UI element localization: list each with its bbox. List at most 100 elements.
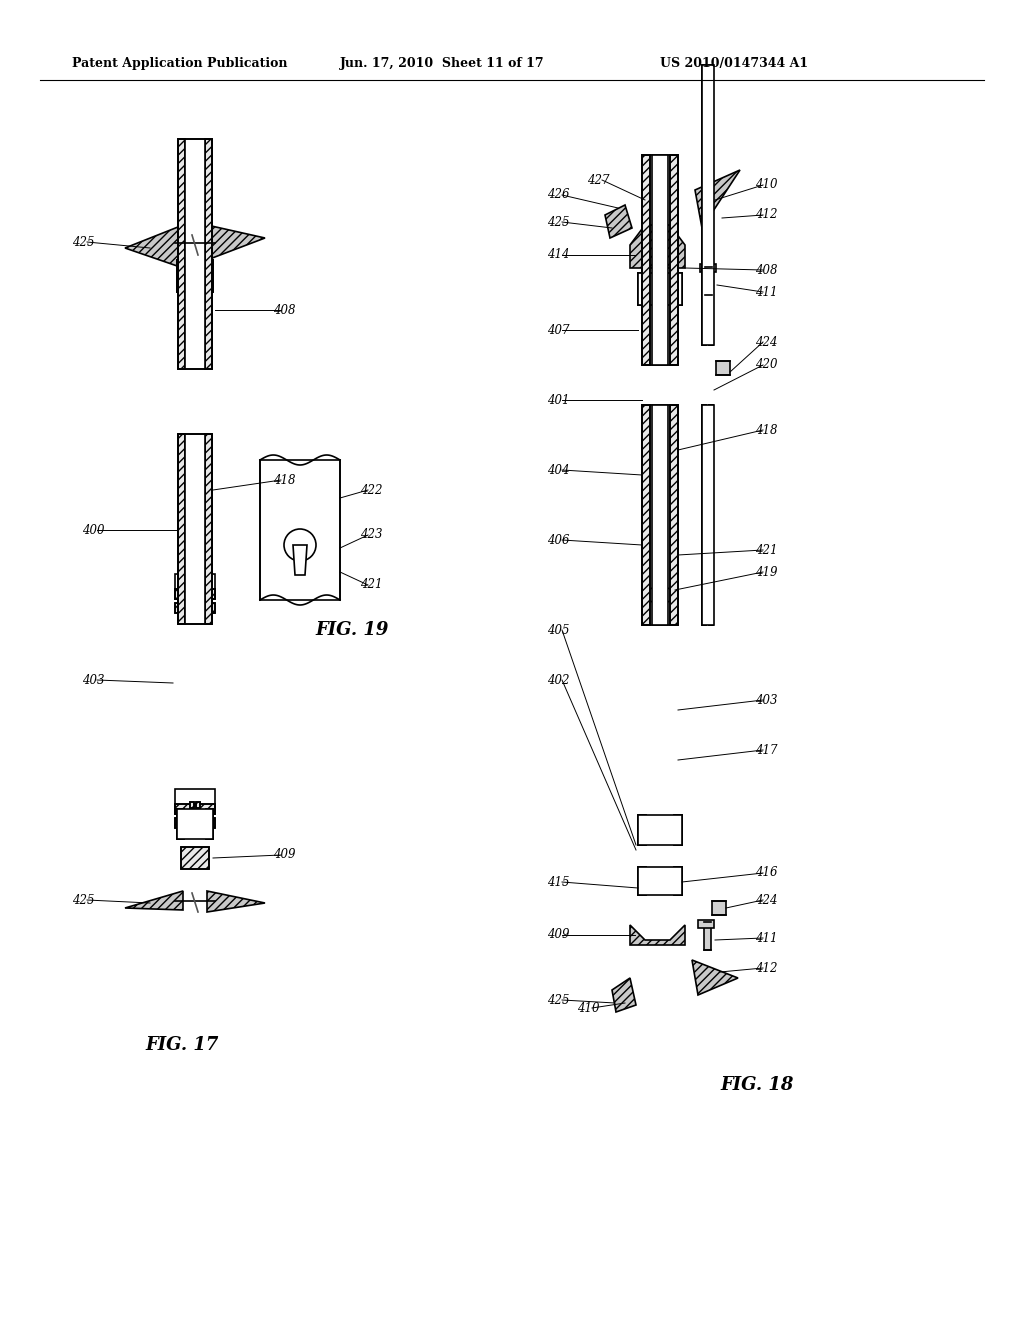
- Text: 407: 407: [548, 323, 570, 337]
- Bar: [260, 459, 340, 601]
- Text: 421: 421: [755, 544, 777, 557]
- Text: 410: 410: [755, 178, 777, 191]
- Polygon shape: [207, 891, 265, 912]
- Bar: [178, 139, 185, 370]
- Bar: [702, 405, 706, 624]
- Bar: [709, 405, 713, 624]
- Bar: [205, 434, 212, 624]
- Polygon shape: [125, 891, 183, 909]
- Polygon shape: [293, 545, 307, 576]
- Bar: [674, 273, 682, 305]
- Bar: [638, 867, 646, 895]
- Bar: [638, 814, 682, 845]
- Bar: [709, 405, 713, 624]
- Text: 409: 409: [273, 849, 296, 862]
- Text: 424: 424: [755, 335, 777, 348]
- Text: 424: 424: [755, 894, 777, 907]
- Text: 427: 427: [588, 173, 610, 186]
- Bar: [177, 260, 213, 292]
- Polygon shape: [612, 978, 636, 1012]
- Bar: [638, 273, 646, 305]
- Bar: [702, 405, 714, 624]
- Bar: [638, 273, 646, 305]
- Text: 425: 425: [548, 994, 570, 1006]
- Circle shape: [284, 529, 316, 561]
- Bar: [638, 273, 682, 305]
- Text: 409: 409: [548, 928, 570, 941]
- Bar: [175, 818, 215, 828]
- Bar: [642, 405, 678, 624]
- Bar: [642, 154, 650, 366]
- Bar: [175, 589, 215, 599]
- Text: 414: 414: [548, 248, 570, 261]
- Text: 408: 408: [755, 264, 777, 276]
- Text: 421: 421: [360, 578, 383, 591]
- Text: 403: 403: [755, 693, 777, 706]
- Text: 402: 402: [548, 673, 570, 686]
- Text: Patent Application Publication: Patent Application Publication: [72, 57, 288, 70]
- Bar: [638, 814, 646, 845]
- Bar: [181, 249, 209, 272]
- Text: 420: 420: [755, 359, 777, 371]
- Bar: [652, 154, 668, 366]
- Bar: [178, 139, 185, 370]
- Bar: [674, 273, 682, 305]
- Bar: [175, 818, 215, 828]
- Bar: [190, 279, 194, 323]
- Bar: [702, 65, 706, 345]
- Bar: [642, 154, 650, 366]
- Bar: [642, 405, 650, 624]
- Bar: [190, 803, 194, 808]
- Bar: [674, 867, 682, 895]
- Polygon shape: [125, 224, 183, 268]
- Bar: [670, 405, 678, 624]
- Bar: [652, 405, 668, 624]
- Bar: [190, 279, 194, 323]
- Bar: [177, 260, 184, 292]
- Text: 412: 412: [755, 209, 777, 222]
- Bar: [638, 867, 646, 895]
- Bar: [638, 814, 646, 845]
- Text: 401: 401: [548, 393, 570, 407]
- Text: FIG. 19: FIG. 19: [315, 620, 388, 639]
- Text: 408: 408: [273, 304, 296, 317]
- Bar: [698, 920, 714, 928]
- Bar: [175, 804, 215, 814]
- Bar: [181, 249, 209, 272]
- Bar: [175, 589, 215, 599]
- Bar: [206, 260, 213, 292]
- Bar: [177, 809, 184, 840]
- Bar: [177, 809, 184, 840]
- Bar: [175, 804, 215, 814]
- Text: 411: 411: [755, 285, 777, 298]
- Bar: [702, 405, 706, 624]
- Polygon shape: [692, 960, 738, 995]
- Text: 410: 410: [578, 1002, 600, 1015]
- Bar: [196, 279, 200, 323]
- Text: 418: 418: [755, 424, 777, 437]
- Bar: [175, 789, 215, 814]
- Polygon shape: [605, 205, 632, 238]
- Bar: [175, 603, 215, 612]
- Bar: [716, 360, 730, 375]
- Bar: [670, 405, 678, 624]
- Bar: [205, 434, 212, 624]
- Bar: [709, 65, 713, 345]
- Bar: [674, 814, 682, 845]
- Bar: [196, 803, 200, 808]
- Text: 425: 425: [73, 894, 95, 907]
- Bar: [181, 847, 209, 869]
- Bar: [712, 902, 726, 915]
- Bar: [670, 154, 678, 366]
- Polygon shape: [695, 170, 740, 228]
- Bar: [181, 847, 209, 869]
- Text: FIG. 17: FIG. 17: [145, 1036, 218, 1053]
- Bar: [177, 809, 213, 840]
- Bar: [700, 264, 716, 272]
- Bar: [206, 809, 213, 840]
- Bar: [206, 809, 213, 840]
- Text: 400: 400: [83, 524, 105, 536]
- Text: 415: 415: [548, 875, 570, 888]
- Bar: [709, 65, 713, 345]
- Bar: [175, 603, 215, 612]
